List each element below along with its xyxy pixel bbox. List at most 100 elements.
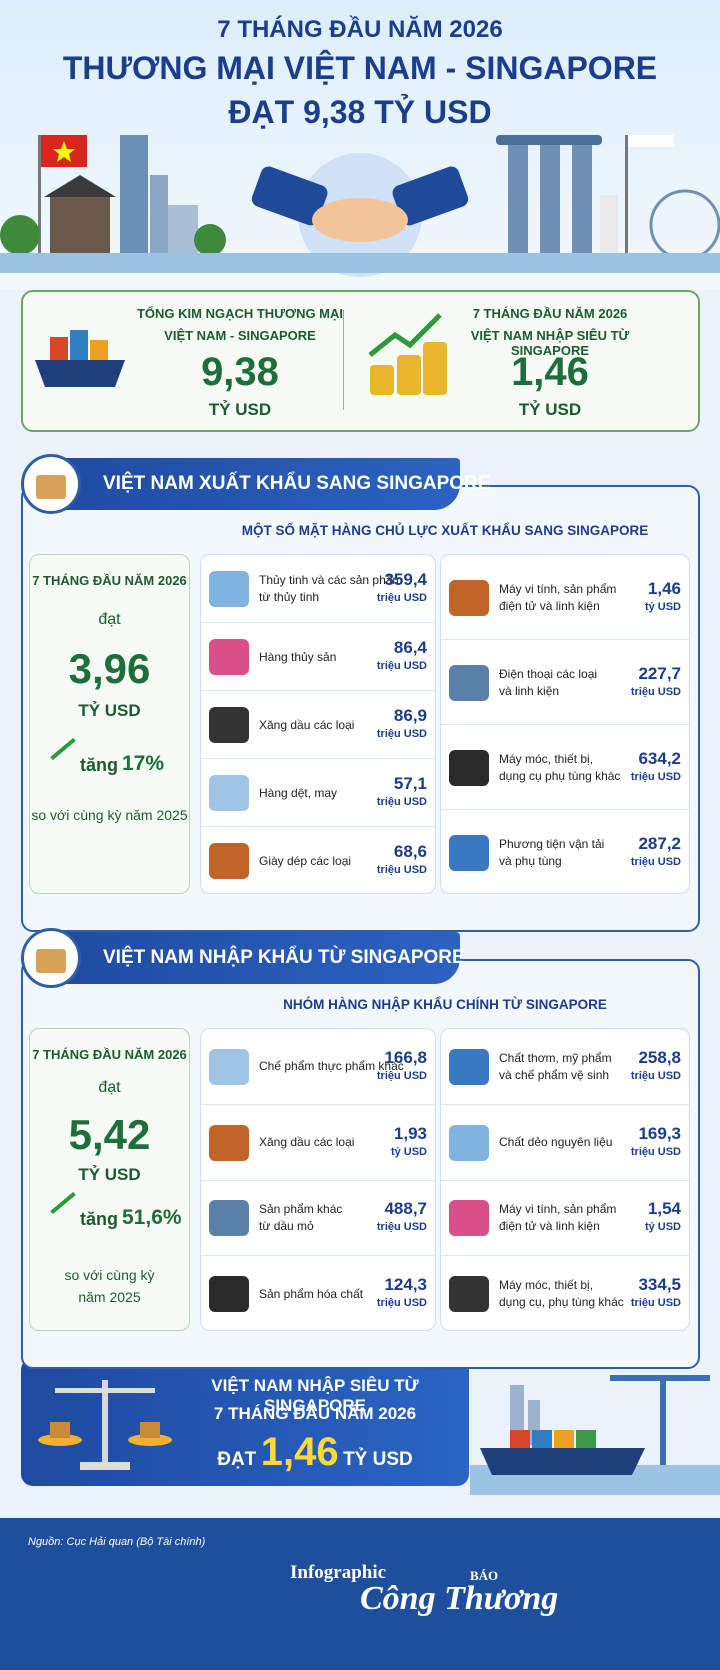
item-row: Máy móc, thiết bị, dụng cụ phụ tùng khác 6…: [441, 725, 689, 810]
item-list: Chế phẩm thực phẩm khác 166,8 triệu USD Xăn…: [200, 1028, 436, 1331]
item-name: Giày dép các loại: [259, 853, 352, 868]
item-value: 86,4: [393, 638, 427, 657]
item-name: Máy móc, thiết bị,: [499, 1278, 594, 1293]
item-value: 1,93: [393, 1123, 427, 1143]
item-name: Chất thơm, mỹ phẩm: [499, 1050, 612, 1065]
item-name: từ dầu mỏ: [259, 1219, 314, 1234]
item-icon: [449, 1124, 489, 1161]
item-unit: triệu USD: [376, 1297, 427, 1310]
footer: [0, 1518, 720, 1670]
item-name: Thủy tinh và các sản phẩm: [259, 573, 403, 587]
item-unit: tỷ USD: [644, 600, 681, 613]
item-row: Giày dép các loại 68,6 triệu USD: [201, 827, 435, 895]
stat-unit: TỶ USD: [78, 1165, 141, 1184]
item-unit: triệu USD: [376, 1221, 427, 1234]
box-icon: [36, 475, 66, 499]
footer-label: Infographic: [290, 1562, 387, 1583]
summary-label: TỔNG KIM NGẠCH THƯƠNG MẠI: [136, 306, 344, 321]
item-unit: triệu USD: [630, 685, 681, 698]
port-illustration: [470, 1375, 720, 1495]
item-value: 359,4: [384, 570, 427, 589]
stat-card: 7 THÁNG ĐẦU NĂM 2026 đạt 5,42 TỶ USD tăng 51,…: [29, 1028, 190, 1331]
item-icon: [449, 1048, 489, 1085]
item-icon: [449, 1276, 489, 1313]
stat-value: 5,42: [68, 1111, 151, 1158]
section-heading: VIỆT NAM XUẤT KHẨU SANG SINGAPORE: [103, 473, 491, 494]
item-unit: triệu USD: [630, 1069, 681, 1082]
item-name: Xăng dầu các loại: [259, 1135, 355, 1150]
item-unit: triệu USD: [630, 1297, 681, 1310]
item-row: Chất dẻo nguyên liệu 169,3 triệu USD: [441, 1105, 689, 1181]
growth-value: 17%: [122, 752, 165, 775]
item-value: 227,7: [638, 663, 681, 683]
banner-value: 1,46: [260, 1430, 339, 1474]
item-name: Sản phẩm khác: [259, 1202, 343, 1217]
scale-icon: [38, 1380, 172, 1470]
item-name: điện tử và linh kiện: [499, 1219, 600, 1234]
growth-prefix: tăng: [80, 1209, 118, 1229]
item-name: dụng cụ, phụ tùng khác: [499, 1295, 624, 1310]
item-list: Thủy tinh và các sản phẩm từ thủy tinh 359…: [200, 554, 436, 894]
item-row: Máy vi tính, sản phẩm điện tử và linh kiệ…: [441, 1181, 689, 1257]
item-value: 169,3: [638, 1123, 681, 1143]
item-name: Sản phẩm hóa chất: [259, 1286, 364, 1301]
item-row: Thủy tinh và các sản phẩm từ thủy tinh 359…: [201, 555, 435, 623]
item-icon: [209, 775, 249, 811]
stat-card: 7 THÁNG ĐẦU NĂM 2026 đạt 3,96 TỶ USD tăng 17%…: [29, 554, 190, 894]
item-value: 334,5: [638, 1275, 681, 1295]
banner-unit: TỶ USD: [343, 1449, 413, 1470]
stat-verb: đạt: [98, 611, 121, 628]
item-unit: tỷ USD: [390, 1145, 427, 1158]
item-row: Sản phẩm hóa chất 124,3 triệu USD: [201, 1256, 435, 1332]
header-title: THƯƠNG MẠI VIỆT NAM - SINGAPORE: [62, 50, 658, 86]
item-row: Máy móc, thiết bị, dụng cụ, phụ tùng khác…: [441, 1256, 689, 1332]
item-icon: [209, 571, 249, 607]
item-unit: triệu USD: [376, 796, 427, 808]
item-value: 68,6: [393, 842, 427, 861]
item-name: Điện thoại các loại: [499, 666, 598, 681]
item-value: 124,3: [384, 1275, 427, 1295]
summary-box: [21, 290, 700, 432]
item-list: Chất thơm, mỹ phẩm và chế phẩm vệ sinh 258…: [440, 1028, 690, 1331]
item-name: Máy vi tính, sản phẩm: [499, 581, 617, 596]
item-row: Hàng thủy sản 86,4 triệu USD: [201, 623, 435, 691]
item-value: 488,7: [384, 1199, 427, 1219]
item-icon: [449, 664, 489, 701]
item-unit: triệu USD: [376, 592, 427, 604]
summary-label: 7 THÁNG ĐẦU NĂM 2026: [472, 306, 628, 321]
item-name: Máy móc, thiết bị,: [499, 751, 594, 766]
footer-brand-small: BÁO: [470, 1568, 499, 1583]
item-name: Máy vi tính, sản phẩm: [499, 1202, 617, 1217]
item-row: Xăng dầu các loại 86,9 triệu USD: [201, 691, 435, 759]
stat-verb: đạt: [98, 1079, 121, 1096]
stat-unit: TỶ USD: [78, 701, 141, 720]
item-icon: [449, 834, 489, 871]
banner-line1: VIỆT NAM NHẬP SIÊU TỪ SINGAPORE: [211, 1376, 419, 1415]
item-icon: [209, 707, 249, 743]
item-unit: triệu USD: [376, 1069, 427, 1082]
item-row: Điện thoại các loại và linh kiện 227,7 triệ…: [441, 640, 689, 725]
summary-divider: [343, 310, 344, 410]
item-value: 634,2: [638, 748, 681, 768]
ship-icon: [35, 330, 125, 387]
section-heading-bar: [40, 932, 460, 984]
item-unit: triệu USD: [630, 770, 681, 783]
item-icon: [209, 1048, 249, 1085]
section-icon: [21, 928, 81, 988]
summary-unit: TỶ USD: [518, 400, 582, 419]
growth-prefix: tăng: [80, 755, 118, 775]
item-row: Máy vi tính, sản phẩm điện tử và linh kiệ…: [441, 555, 689, 640]
footer-brand: Công Thương: [360, 1580, 559, 1617]
section-heading: VIỆT NAM NHẬP KHẨU TỪ SINGAPORE: [103, 947, 465, 968]
item-name: Chất dẻo nguyên liệu: [499, 1135, 613, 1150]
item-unit: triệu USD: [376, 864, 427, 876]
item-icon: [209, 843, 249, 879]
section-subheading: NHÓM HÀNG NHẬP KHẨU CHÍNH TỪ SINGAPORE: [283, 997, 607, 1012]
banner-line2: 7 THÁNG ĐẦU NĂM 2026: [213, 1404, 417, 1423]
item-name: từ thủy tinh: [259, 590, 320, 604]
item-name: và chế phẩm vệ sinh: [499, 1067, 610, 1082]
item-unit: triệu USD: [376, 728, 427, 740]
item-name: và phụ tùng: [499, 853, 562, 868]
item-name: điện tử và linh kiện: [499, 598, 600, 613]
